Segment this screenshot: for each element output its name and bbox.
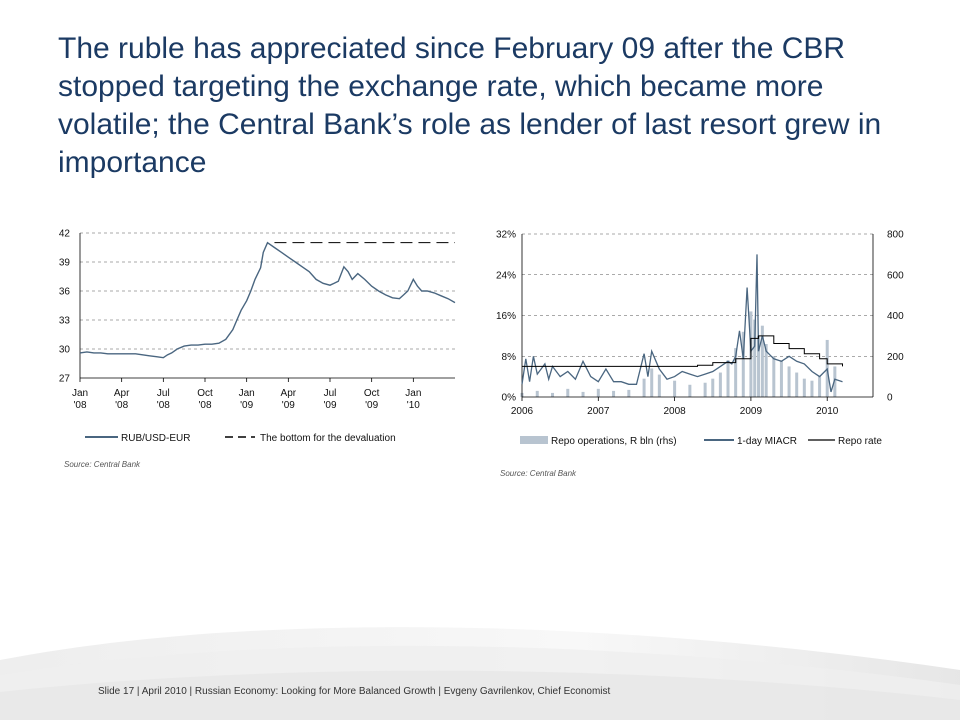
bar-repo-operations [596,388,600,397]
x-tick-label: Jul [324,388,337,399]
series-line-rub-basket [79,241,456,359]
bar-repo-operations [551,392,555,397]
x-tick-label: 2009 [740,406,763,417]
bar-repo-operations [764,344,768,397]
bar-repo-operations [833,366,837,397]
bar-repo-operations [642,378,646,397]
bar-repo-operations [810,380,814,397]
bar-repo-operations [795,372,799,397]
bar-repo-operations [688,384,692,397]
bar-repo-operations [757,335,761,397]
bar-repo-operations [718,372,722,397]
y-tick-label: 30 [59,345,71,356]
slide-title: The ruble has appreciated since February… [58,32,882,179]
x-tick-label: '09 [282,400,295,411]
y-left-tick-label: 8% [502,352,517,363]
legend-swatch-repo-operations [520,436,548,444]
y-tick-label: 27 [59,374,71,385]
y-left-tick-label: 16% [496,311,516,322]
bar-repo-operations [779,360,783,397]
footer-swoosh [0,627,960,720]
bar-repo-operations [612,390,616,397]
bar-repo-operations [650,368,654,397]
x-tick-label: '10 [407,400,420,411]
bar-repo-operations [818,376,822,397]
bar-repo-operations [753,319,757,397]
bar-repo-operations [760,325,764,397]
bar-repo-operations [787,366,791,397]
series-line-miacr [521,254,843,393]
bar-repo-operations [802,378,806,397]
source-left: Source: Central Bank [64,460,141,469]
x-tick-label: '09 [323,400,336,411]
bar-repo-operations [741,331,745,397]
x-tick-label: Jan [405,388,421,399]
legend-label-miacr: 1-day MIACR [737,436,797,447]
legend-label-repo-rate: Repo rate [838,436,882,447]
series-line-repo-rate [522,335,843,367]
legend-label-repo-operations: Repo operations, R bln (rhs) [551,436,677,447]
x-tick-label: Jan [72,388,88,399]
rub-basket-chart: 273033363942Jan'08Apr'08Jul'08Oct'08Jan'… [59,229,456,444]
y-left-tick-label: 0% [502,393,517,404]
x-tick-label: Apr [114,388,130,399]
x-tick-label: Oct [197,388,213,399]
x-tick-label: Apr [281,388,297,399]
bar-repo-operations [535,390,539,397]
x-tick-label: Jul [157,388,170,399]
y-right-tick-label: 400 [887,311,904,322]
bar-repo-operations [627,389,631,397]
legend-label-bottom: The bottom for the devaluation [260,433,396,444]
x-tick-label: Jan [239,388,255,399]
x-tick-label: '08 [73,400,86,411]
bar-repo-operations [711,378,715,397]
y-right-tick-label: 0 [887,393,893,404]
footer-text: Slide 17 | April 2010 | Russian Economy:… [98,686,611,697]
y-tick-label: 39 [59,258,71,269]
y-tick-label: 33 [59,316,71,327]
bar-repo-operations [703,382,707,397]
x-tick-label: '08 [115,400,128,411]
x-tick-label: 2006 [511,406,534,417]
y-left-tick-label: 32% [496,230,516,241]
bar-repo-operations [581,391,585,397]
y-tick-label: 36 [59,287,71,298]
y-tick-label: 42 [59,229,71,240]
bar-repo-operations [772,356,776,397]
y-left-tick-label: 24% [496,270,516,281]
y-right-tick-label: 800 [887,230,904,241]
x-tick-label: 2008 [663,406,686,417]
source-right: Source: Central Bank [500,469,577,478]
bar-repo-operations [726,360,730,397]
bar-repo-operations [734,348,738,397]
bar-repo-operations [657,374,661,397]
x-tick-label: 2010 [816,406,839,417]
x-tick-label: '08 [157,400,170,411]
x-tick-label: Oct [364,388,380,399]
x-tick-label: '09 [365,400,378,411]
x-tick-label: '08 [198,400,211,411]
bar-repo-operations [673,380,677,397]
interbank-rates-chart: 0% 8% 16% 24% 32% 0 200 400 600 800 2006 2007 2008 20… [496,230,904,448]
y-right-tick-label: 200 [887,352,904,363]
legend-label-rub-basket: RUB/USD-EUR [121,433,190,444]
y-right-tick-label: 600 [887,270,904,281]
x-tick-label: 2007 [587,406,610,417]
x-tick-label: '09 [240,400,253,411]
bar-repo-operations [566,388,570,397]
